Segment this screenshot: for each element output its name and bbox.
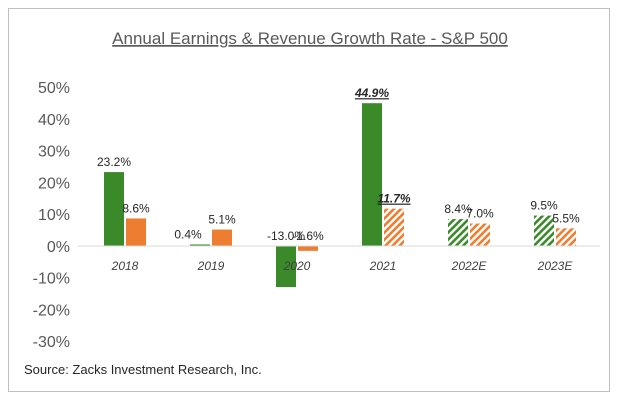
- earnings-bar: [276, 245, 296, 288]
- y-tick-label: 40%: [38, 112, 70, 129]
- y-tick-label: -10%: [33, 271, 70, 288]
- earnings-bar: [362, 103, 382, 246]
- earnings-bar: [104, 172, 124, 246]
- revenue-bar: [212, 229, 232, 246]
- revenue-data-label: 5.1%: [208, 213, 236, 227]
- y-tick-label: -30%: [33, 334, 70, 351]
- revenue-bar: [126, 218, 146, 246]
- revenue-bar: [384, 208, 404, 246]
- earnings-data-label: 44.9%: [354, 86, 389, 100]
- revenue-bar: [556, 228, 576, 246]
- y-axis: 50% 40% 30% 20% 10% 0% -10% -20% -30%: [33, 80, 70, 351]
- revenue-data-label: 5.5%: [552, 211, 580, 225]
- category-label: 2022E: [451, 259, 488, 273]
- y-tick-label: -20%: [33, 302, 70, 319]
- earnings-data-label: -13.0%: [267, 229, 305, 243]
- earnings-data-label: 23.2%: [97, 155, 131, 169]
- revenue-bar: [470, 223, 490, 246]
- revenue-bar: [298, 245, 318, 251]
- earnings-bar: [190, 244, 210, 246]
- category-label: 2020: [283, 259, 311, 273]
- y-tick-label: 30%: [38, 144, 70, 161]
- data-labels: 23.2% 8.6% 0.4% 5.1% -13.0%-1.6% 44.9% 11.7% 8.…: [97, 86, 580, 243]
- category-labels: 2018 2019 2020 2021 2022E 2023E: [111, 259, 574, 273]
- revenue-data-label: 8.6%: [122, 201, 150, 215]
- revenue-data-label: 11.7%: [377, 192, 410, 206]
- y-tick-label: 20%: [38, 175, 70, 192]
- bars: [104, 103, 576, 288]
- earnings-data-label: 8.4%: [444, 202, 472, 216]
- earnings-bar: [534, 215, 554, 246]
- category-label: 2019: [197, 259, 225, 273]
- source-note: Source: Zacks Investment Research, Inc.: [24, 362, 262, 377]
- earnings-data-label: 9.5%: [530, 199, 558, 213]
- chart-title: Annual Earnings & Revenue Growth Rate - …: [112, 29, 508, 48]
- earnings-data-label: 0.4%: [174, 227, 202, 241]
- category-label: 2018: [111, 259, 139, 273]
- y-tick-label: 10%: [38, 207, 70, 224]
- category-label: 2023E: [537, 259, 574, 273]
- earnings-bar: [448, 219, 468, 246]
- category-label: 2021: [369, 259, 397, 273]
- revenue-data-label: -1.6%: [292, 229, 324, 243]
- revenue-data-label: 7.0%: [466, 207, 494, 221]
- y-tick-label: 0%: [47, 239, 70, 256]
- y-tick-label: 50%: [38, 80, 70, 97]
